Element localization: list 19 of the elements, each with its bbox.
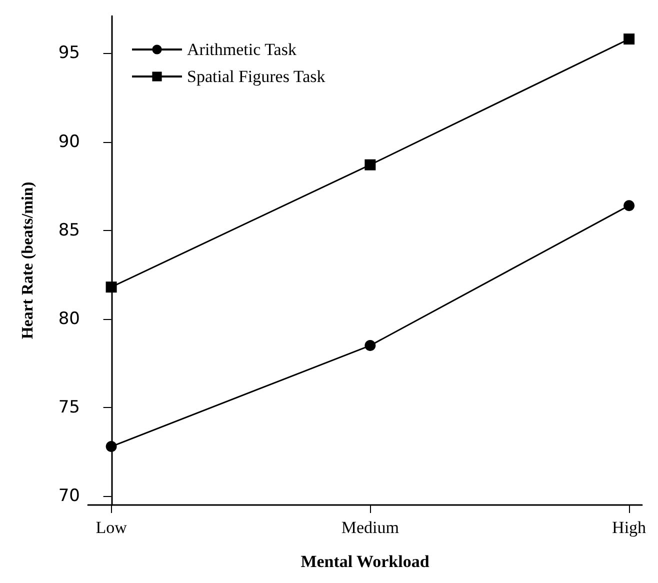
- x-axis-title: Mental Workload: [300, 552, 430, 571]
- point: [364, 340, 376, 352]
- legend-label: Arithmetic Task: [187, 40, 297, 59]
- point: [106, 282, 117, 293]
- point: [106, 441, 117, 452]
- point: [624, 200, 635, 212]
- legend-label: Spatial Figures Task: [187, 67, 326, 86]
- y-tick-label: 75: [58, 398, 80, 418]
- y-tick-label: 90: [58, 132, 80, 152]
- x-tick-label: High: [612, 518, 647, 537]
- x-tick-label: Medium: [341, 518, 399, 537]
- point: [624, 34, 635, 45]
- y-axis-title: Heart Rate (beats/min): [20, 182, 36, 340]
- point: [364, 159, 376, 170]
- y-tick-label: 80: [58, 308, 80, 329]
- x-tick-label: Low: [96, 518, 128, 537]
- y-tick-label: 95: [58, 43, 80, 64]
- y-tick-label: 85: [58, 220, 80, 240]
- y-tick-label: 70: [58, 486, 80, 506]
